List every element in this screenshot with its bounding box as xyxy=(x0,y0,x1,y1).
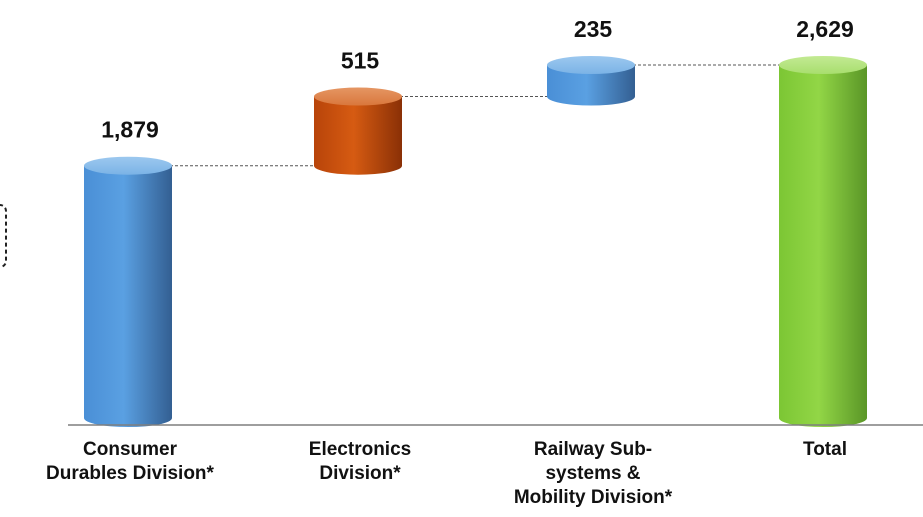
category-label-line: systems & xyxy=(545,463,640,484)
bar-top-cap xyxy=(547,56,635,74)
category-label-line: Railway Sub- xyxy=(534,439,652,460)
category-label: Electronics Division* xyxy=(309,439,411,484)
category-labels-group: Consumer Durables Division* Electronics Div… xyxy=(46,439,847,508)
category-label-line: Durables Division* xyxy=(46,463,214,484)
category-label: Total xyxy=(803,439,847,460)
value-label: 2,629 xyxy=(796,16,854,42)
bar-body xyxy=(314,96,402,175)
bar-1 xyxy=(84,156,172,428)
category-label-line: Division* xyxy=(319,463,401,484)
category-label: Consumer Durables Division* xyxy=(46,439,214,484)
bar-body xyxy=(547,65,635,106)
category-label-line: Total xyxy=(803,439,847,460)
category-label-line: Electronics xyxy=(309,439,411,460)
value-label: 515 xyxy=(341,48,380,74)
bar-3 xyxy=(547,56,635,106)
left-edge-marker xyxy=(0,204,7,268)
bar-body xyxy=(779,65,867,427)
bar-body xyxy=(84,165,172,428)
connector-lines xyxy=(170,64,781,167)
value-labels-group: 1,879 515 235 2,629 xyxy=(101,16,854,143)
bar-2 xyxy=(314,87,402,175)
bar-top-cap xyxy=(314,87,402,106)
bar-4 xyxy=(779,56,867,427)
category-label-line: Mobility Division* xyxy=(514,487,673,508)
bars-group xyxy=(84,56,867,428)
bar-top-cap xyxy=(779,56,867,74)
value-label: 1,879 xyxy=(101,117,159,143)
value-label: 235 xyxy=(574,16,613,42)
category-label: Railway Sub-systems & Mobility Division* xyxy=(514,439,673,508)
bar-top-cap xyxy=(84,156,172,175)
category-label-line: Consumer xyxy=(83,439,178,460)
